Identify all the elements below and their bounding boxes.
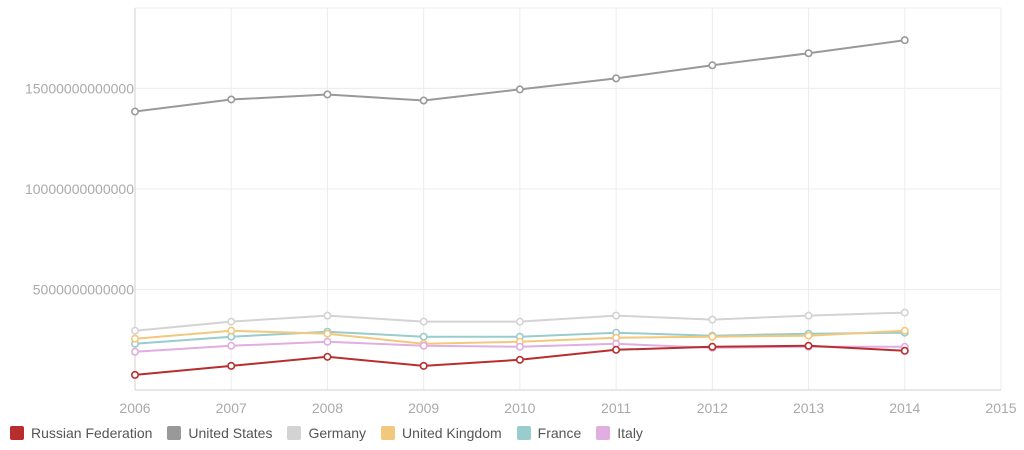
data-point[interactable] (131, 107, 140, 116)
data-point[interactable] (227, 361, 236, 370)
legend-item[interactable]: Russian Federation (10, 425, 152, 441)
legend-swatch (596, 426, 611, 440)
line-chart: 2006 2007 2008 2009 2010 2011 2012 2013 2014 2015… (25, 7, 1017, 416)
axes (134, 8, 1001, 391)
legend-label: France (537, 425, 582, 441)
legend-label: Italy (617, 425, 643, 441)
x-tick-label: 2009 (408, 400, 439, 416)
series-germany (131, 308, 909, 335)
legend-swatch (381, 426, 396, 440)
data-point[interactable] (419, 317, 428, 326)
legend-swatch (167, 426, 182, 440)
legend-label: United Kingdom (402, 425, 502, 441)
legend-item[interactable]: United Kingdom (381, 425, 502, 441)
data-point[interactable] (900, 326, 909, 335)
data-point[interactable] (515, 355, 524, 364)
data-point[interactable] (708, 332, 717, 341)
data-point[interactable] (131, 347, 140, 356)
legend-item[interactable]: Italy (596, 425, 643, 441)
y-tick-label: 15000000000000 (25, 80, 134, 96)
data-point[interactable] (227, 326, 236, 335)
data-point[interactable] (900, 346, 909, 355)
data-point[interactable] (900, 36, 909, 45)
x-tick-label: 2015 (985, 400, 1016, 416)
x-tick-label: 2008 (312, 400, 343, 416)
data-point[interactable] (131, 334, 140, 343)
data-point[interactable] (612, 345, 621, 354)
legend: Russian Federation United States Germany Un… (10, 423, 658, 443)
data-point[interactable] (227, 317, 236, 326)
x-tick-label: 2012 (697, 400, 728, 416)
data-point[interactable] (323, 337, 332, 346)
data-point[interactable] (804, 341, 813, 350)
legend-swatch (516, 426, 531, 440)
data-point[interactable] (419, 361, 428, 370)
y-tick-label: 10000000000000 (25, 181, 134, 197)
data-point[interactable] (612, 311, 621, 320)
data-point[interactable] (804, 311, 813, 320)
data-point[interactable] (227, 341, 236, 350)
x-tick-label: 2010 (504, 400, 535, 416)
data-point[interactable] (131, 370, 140, 379)
series-russian-federation (131, 341, 909, 379)
data-point[interactable] (708, 61, 717, 70)
data-point[interactable] (419, 341, 428, 350)
data-point[interactable] (515, 317, 524, 326)
data-point[interactable] (515, 85, 524, 94)
x-axis-ticks: 2006 2007 2008 2009 2010 2011 2012 2013 2014 2015 (119, 400, 1016, 416)
data-point[interactable] (419, 96, 428, 105)
series-layer (131, 36, 909, 379)
y-axis-ticks: 5000000000000 10000000000000 1500000000000… (25, 80, 134, 297)
data-point[interactable] (323, 90, 332, 99)
data-point[interactable] (804, 331, 813, 340)
data-point[interactable] (419, 332, 428, 341)
data-point[interactable] (804, 49, 813, 58)
data-point[interactable] (323, 329, 332, 338)
legend-item[interactable]: United States (167, 425, 272, 441)
data-point[interactable] (708, 342, 717, 351)
x-tick-label: 2013 (793, 400, 824, 416)
data-point[interactable] (323, 352, 332, 361)
legend-item[interactable]: Germany (287, 425, 366, 441)
data-point[interactable] (515, 342, 524, 351)
legend-item[interactable]: France (516, 425, 582, 441)
grid (134, 7, 1002, 390)
series-united-kingdom (131, 326, 909, 348)
legend-label: Germany (308, 425, 367, 441)
x-tick-label: 2011 (601, 400, 631, 416)
legend-swatch (10, 426, 24, 440)
data-point[interactable] (323, 311, 332, 320)
series-united-states (131, 36, 909, 116)
y-tick-label: 5000000000000 (33, 281, 134, 297)
data-point[interactable] (612, 74, 621, 83)
legend-label: Russian Federation (31, 425, 153, 441)
x-tick-label: 2014 (889, 400, 920, 416)
legend-swatch (287, 426, 302, 440)
data-point[interactable] (131, 326, 140, 335)
data-point[interactable] (708, 315, 717, 324)
data-point[interactable] (227, 95, 236, 104)
legend-label: United States (188, 425, 273, 441)
x-tick-label: 2007 (216, 400, 247, 416)
x-tick-label: 2006 (119, 400, 150, 416)
data-point[interactable] (900, 308, 909, 317)
